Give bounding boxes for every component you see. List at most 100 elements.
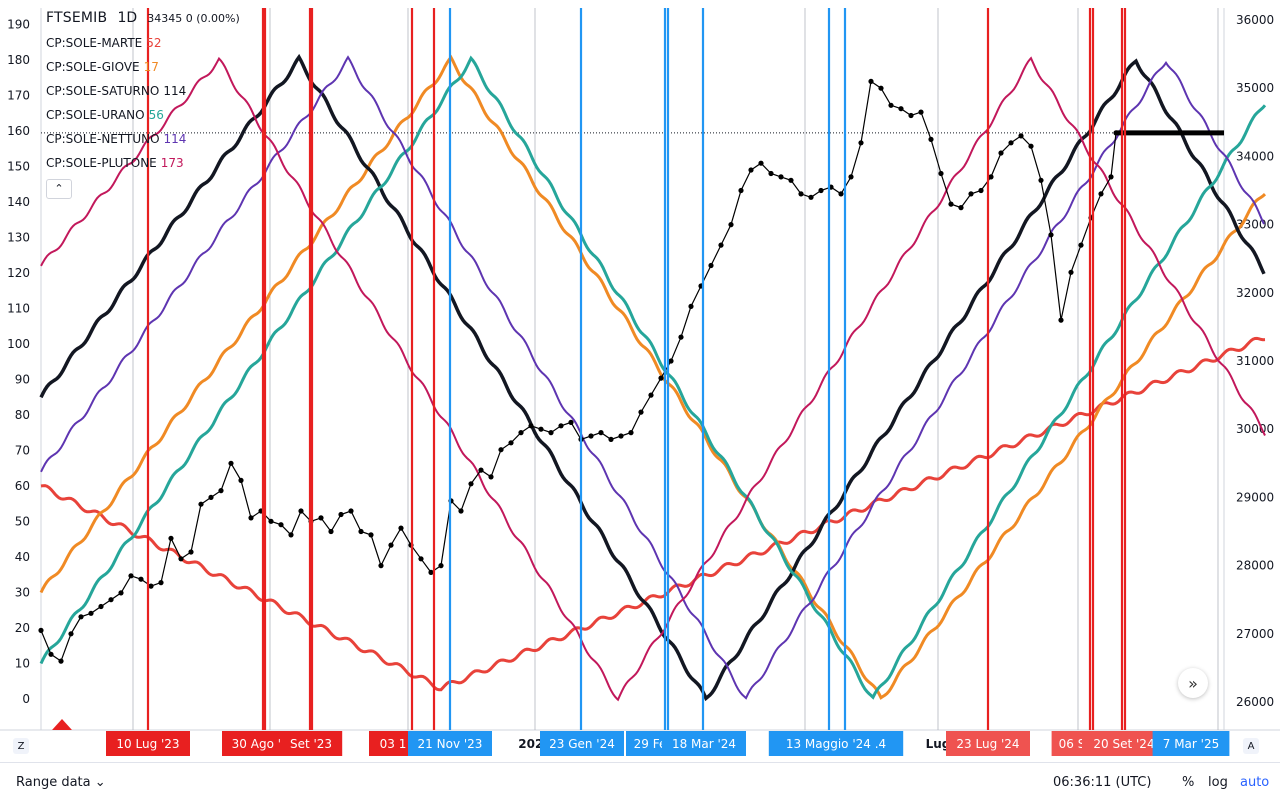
timezone-z-button[interactable]: Z bbox=[13, 738, 29, 754]
price-point bbox=[538, 426, 544, 432]
legend-row-cp-sole-giove[interactable]: CP:SOLE-GIOVE 17 bbox=[46, 55, 240, 79]
left-tick-label: 10 bbox=[15, 657, 30, 671]
left-tick-label: 110 bbox=[7, 302, 30, 316]
price-point bbox=[668, 358, 674, 364]
date-label: 18 Mar '24 bbox=[672, 737, 736, 751]
price-point bbox=[438, 563, 444, 569]
price-point bbox=[288, 532, 294, 538]
legend-row-cp-sole-nettuno[interactable]: CP:SOLE-NETTUNO 114 bbox=[46, 127, 240, 151]
price-point bbox=[878, 85, 884, 91]
price-point bbox=[978, 187, 984, 194]
price-point bbox=[1108, 174, 1114, 180]
price-point bbox=[498, 447, 504, 453]
price-point bbox=[358, 528, 364, 535]
left-tick-label: 50 bbox=[15, 515, 30, 529]
price-point bbox=[798, 191, 804, 197]
legend-row-cp-sole-plutone[interactable]: CP:SOLE-PLUTONE 173 bbox=[46, 151, 240, 175]
right-tick-label: 27000 bbox=[1236, 627, 1274, 641]
legend-row-cp-sole-saturno[interactable]: CP:SOLE-SATURNO 114 bbox=[46, 79, 240, 103]
price-point bbox=[938, 170, 944, 177]
price-point bbox=[488, 474, 494, 480]
price-point bbox=[788, 177, 794, 183]
chevron-down-icon: ⌄ bbox=[94, 774, 106, 790]
utc-clock[interactable]: 06:36:11 (UTC) bbox=[1053, 774, 1152, 790]
price-point bbox=[1038, 177, 1044, 183]
price-point bbox=[38, 627, 44, 634]
auto-scale-a-button[interactable]: A bbox=[1243, 738, 1259, 754]
left-tick-label: 100 bbox=[7, 337, 30, 351]
price-point bbox=[78, 614, 84, 620]
price-point bbox=[838, 191, 844, 197]
date-label-box bbox=[106, 731, 190, 756]
series-cp-sole-nettuno bbox=[40, 55, 1265, 700]
right-tick-label: 26000 bbox=[1236, 695, 1274, 709]
legend-indicator-name: CP:SOLE-PLUTONE bbox=[46, 156, 157, 170]
date-label-box bbox=[662, 731, 746, 756]
price-point bbox=[468, 481, 474, 487]
left-tick-label: 20 bbox=[15, 621, 30, 635]
price-point bbox=[228, 460, 234, 466]
range-data-dropdown[interactable]: Range data ⌄ bbox=[16, 775, 106, 790]
right-tick-label: 34000 bbox=[1236, 149, 1274, 163]
price-point bbox=[948, 201, 954, 207]
date-label: Lug bbox=[926, 737, 951, 751]
right-tick-label: 36000 bbox=[1236, 13, 1274, 27]
left-tick-label: 40 bbox=[15, 550, 30, 564]
price-point bbox=[88, 610, 94, 616]
price-point bbox=[108, 597, 114, 603]
red-triangle-icon bbox=[52, 719, 72, 730]
legend-indicator-name: CP:SOLE-MARTE bbox=[46, 36, 143, 50]
legend-indicator-value: 114 bbox=[163, 132, 187, 146]
scroll-to-realtime-button[interactable]: » bbox=[1178, 668, 1208, 698]
date-label: 20 Set '24 bbox=[1093, 737, 1154, 751]
price-point bbox=[158, 580, 164, 586]
price-point bbox=[368, 532, 374, 538]
date-label: 06 S bbox=[1059, 737, 1086, 751]
price-point bbox=[868, 78, 874, 84]
legend-row-cp-sole-urano[interactable]: CP:SOLE-URANO 56 bbox=[46, 103, 240, 127]
timeframe[interactable]: 1D bbox=[117, 10, 138, 26]
right-tick-label: 35000 bbox=[1236, 81, 1274, 95]
price-point bbox=[248, 515, 254, 521]
price-point bbox=[118, 590, 124, 596]
price-point bbox=[178, 556, 184, 562]
legend-title: FTSEMIB 1D 34345 0 (0.00%) bbox=[46, 6, 240, 31]
right-tick-label: 29000 bbox=[1236, 490, 1274, 504]
date-label: 10 Lug '23 bbox=[116, 737, 179, 751]
price-point bbox=[398, 525, 404, 531]
right-tick-label: 32000 bbox=[1236, 286, 1274, 300]
date-label: 23 Lug '24 bbox=[956, 737, 1019, 751]
percent-toggle[interactable]: % bbox=[1182, 774, 1195, 790]
log-toggle[interactable]: log bbox=[1208, 774, 1228, 790]
right-tick-label: 31000 bbox=[1236, 354, 1274, 368]
price-point bbox=[1018, 133, 1024, 139]
legend-indicator-name: CP:SOLE-NETTUNO bbox=[46, 132, 160, 146]
legend-indicator-name: CP:SOLE-URANO bbox=[46, 108, 145, 122]
legend-indicator-value: 17 bbox=[143, 60, 159, 74]
left-tick-label: 30 bbox=[15, 586, 30, 600]
auto-toggle[interactable]: auto bbox=[1240, 774, 1270, 790]
legend-row-cp-sole-marte[interactable]: CP:SOLE-MARTE 52 bbox=[46, 31, 240, 55]
price-point bbox=[218, 488, 224, 494]
price-point bbox=[608, 436, 614, 442]
price-point bbox=[188, 549, 194, 555]
date-label-box bbox=[768, 731, 904, 756]
symbol-name[interactable]: FTSEMIB bbox=[46, 10, 108, 26]
legend: FTSEMIB 1D 34345 0 (0.00%) CP:SOLE-MARTE… bbox=[46, 6, 240, 199]
range-label: Range data bbox=[16, 774, 91, 790]
chevron-up-icon[interactable]: ⌃ bbox=[46, 179, 72, 199]
price-point bbox=[768, 170, 774, 177]
left-tick-label: 140 bbox=[7, 195, 30, 209]
price-point bbox=[1048, 232, 1054, 238]
price-point bbox=[748, 167, 754, 173]
left-tick-label: 60 bbox=[15, 479, 30, 493]
price-point bbox=[128, 573, 134, 579]
price-point bbox=[418, 556, 424, 562]
date-label-box bbox=[279, 731, 343, 756]
legend-indicator-value: 56 bbox=[148, 108, 164, 122]
price-point bbox=[148, 583, 154, 589]
price-point bbox=[348, 508, 354, 514]
price-point bbox=[378, 563, 384, 569]
series-cp-sole-saturno bbox=[39, 53, 1266, 702]
